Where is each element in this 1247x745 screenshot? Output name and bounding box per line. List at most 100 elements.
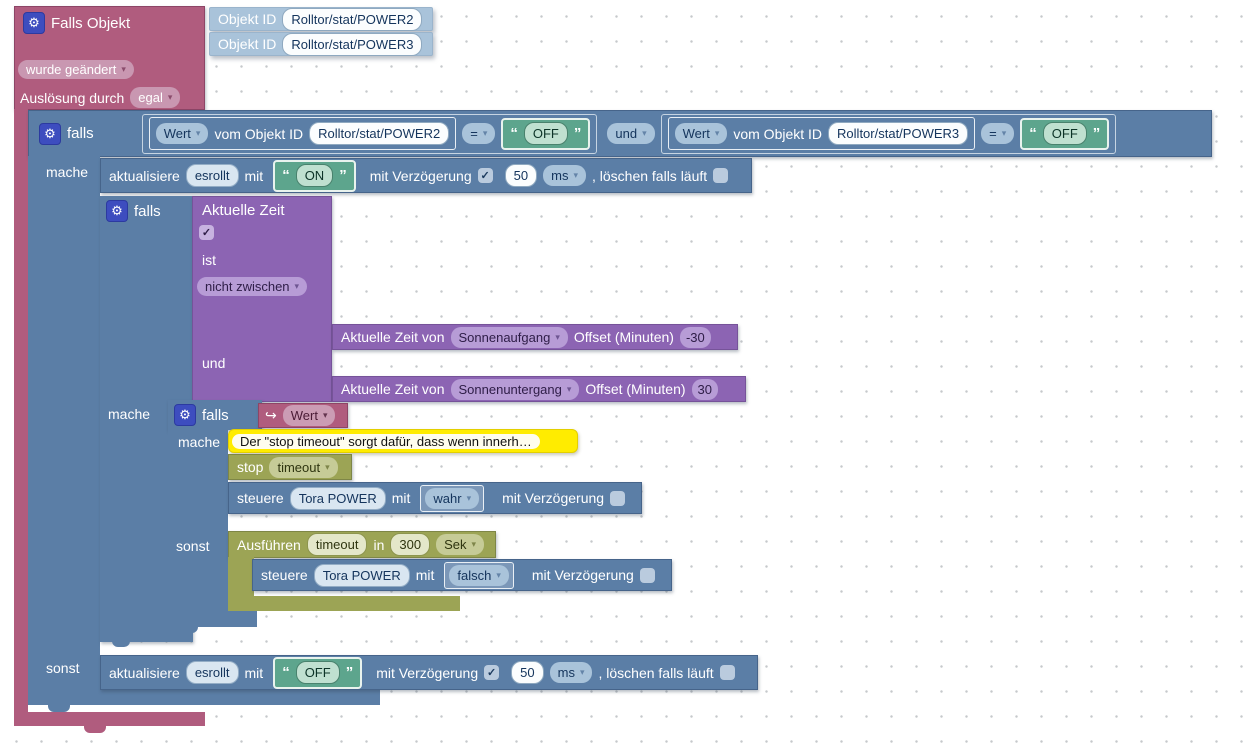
gear-icon[interactable]: ⚙	[174, 404, 196, 426]
boolean-slot[interactable]: wahr ▾	[420, 484, 485, 512]
trigger-block-bottom[interactable]	[14, 712, 205, 726]
string-block-off[interactable]: “ OFF ”	[273, 656, 363, 689]
delay-unit-dropdown[interactable]: ms ▾	[549, 662, 593, 683]
outer-if-header[interactable]: ⚙ falls Wert ▾ vom Objekt ID Rolltor/sta…	[28, 110, 1212, 157]
delay-checkbox-unchecked[interactable]	[639, 567, 655, 583]
delay-value-field[interactable]: 50	[504, 164, 538, 187]
string-block-on[interactable]: “ ON ”	[273, 159, 356, 192]
caret-down-icon: ▾	[566, 383, 572, 394]
condition-left-objekt-id-field[interactable]: Rolltor/stat/POWER2	[309, 122, 450, 145]
delay-checkbox-unchecked[interactable]	[610, 490, 626, 506]
time-active-checkbox-checked[interactable]: ✓	[199, 225, 214, 240]
objekt-id-field-2[interactable]: Rolltor/stat/POWER3	[282, 32, 423, 56]
exec-block-header[interactable]: Ausführen timeout in 300 Sek ▾	[228, 531, 496, 558]
time-if-next-tab	[112, 641, 130, 647]
comment-text[interactable]: Der "stop timeout" sorgt dafür, dass wen…	[232, 433, 540, 449]
delay-checkbox-checked[interactable]: ✓	[484, 665, 500, 680]
value-if-spine[interactable]	[168, 400, 228, 612]
string-block-off-right[interactable]: “ OFF ”	[1020, 117, 1110, 150]
boolean-dropdown[interactable]: falsch ▾	[449, 564, 509, 586]
time-condition-block[interactable]: Aktuelle Zeit ✓ ist nicht zwischen ▾ und	[192, 196, 332, 402]
value-if-bottom[interactable]	[168, 611, 257, 627]
trigger-block-next-tab	[84, 726, 106, 733]
change-mode-dropdown[interactable]: wurde geändert ▾	[18, 60, 134, 79]
string-block-off-left[interactable]: “ OFF ”	[501, 117, 591, 150]
exec-name-field[interactable]: timeout	[306, 533, 368, 556]
caret-down-icon: ▾	[714, 128, 720, 138]
boolean-dropdown[interactable]: wahr ▾	[425, 487, 480, 509]
delay-unit-label: ms	[551, 168, 569, 183]
trigger-block-header[interactable]: ⚙ Falls Objekt wurde geändert ▾ Auslösun…	[14, 6, 205, 110]
trigger-mode-dropdown[interactable]: egal ▾	[130, 87, 181, 108]
stop-timeout-block[interactable]: stop timeout ▾	[228, 454, 352, 480]
condition-left-getter[interactable]: Wert ▾ vom Objekt ID Rolltor/stat/POWER2	[148, 117, 457, 150]
exec-verb-label: Ausführen	[237, 536, 301, 553]
gear-icon[interactable]: ⚙	[23, 12, 45, 34]
value-selector-dropdown[interactable]: Wert ▾	[674, 123, 728, 144]
time-start-block[interactable]: Aktuelle Zeit von Sonnenaufgang ▾ Offset…	[332, 324, 738, 350]
condition-right-getter[interactable]: Wert ▾ vom Objekt ID Rolltor/stat/POWER3	[667, 117, 976, 150]
string-value-field[interactable]: OFF	[1042, 122, 1087, 145]
time-start-offset-value: -30	[685, 329, 705, 345]
update-off-block[interactable]: aktualisiere esrollt mit “ OFF ” mit Ver…	[100, 655, 758, 690]
mit-label: mit	[244, 167, 264, 184]
exec-unit-dropdown[interactable]: Sek ▾	[436, 534, 485, 555]
condition-right-objekt-id-field[interactable]: Rolltor/stat/POWER3	[828, 122, 969, 145]
time-end-offset-field[interactable]: 30	[691, 378, 718, 400]
gear-icon[interactable]: ⚙	[39, 122, 61, 145]
ist-label: ist	[202, 252, 216, 268]
vom-objekt-id-label: vom Objekt ID	[733, 125, 823, 142]
string-value-field[interactable]: OFF	[523, 122, 568, 145]
exec-block-spine[interactable]	[228, 557, 254, 597]
delay-value-field[interactable]: 50	[511, 661, 544, 684]
time-if-header[interactable]: ⚙ falls	[106, 200, 161, 222]
comment-block[interactable]: Der "stop timeout" sorgt dafür, dass wen…	[228, 429, 578, 453]
objekt-id-block-1[interactable]: Objekt ID Rolltor/stat/POWER2	[209, 7, 433, 31]
boolean-slot[interactable]: falsch ▾	[444, 561, 514, 589]
condition-right-block[interactable]: Wert ▾ vom Objekt ID Rolltor/stat/POWER3…	[660, 113, 1117, 154]
delay-checkbox-checked[interactable]: ✓	[477, 168, 493, 183]
string-value-field[interactable]: ON	[295, 164, 334, 187]
objekt-id-field-1[interactable]: Rolltor/stat/POWER2	[282, 7, 423, 31]
control-object-field[interactable]: Tora POWER	[289, 486, 386, 510]
logic-join-dropdown[interactable]: und ▾	[607, 123, 655, 144]
condition-left-block[interactable]: Wert ▾ vom Objekt ID Rolltor/stat/POWER2…	[141, 113, 598, 154]
trigger-mode-label: Auslösung durch	[20, 89, 125, 106]
objekt-id-block-2[interactable]: Objekt ID Rolltor/stat/POWER3	[209, 32, 433, 56]
offset-label: Offset (Minuten)	[585, 381, 686, 397]
value-if-header[interactable]: ⚙ falls	[174, 404, 229, 426]
operator-dropdown[interactable]: = ▾	[462, 123, 496, 144]
control-object-field[interactable]: Tora POWER	[313, 563, 410, 587]
clear-running-checkbox-unchecked[interactable]	[713, 168, 729, 183]
control-true-block[interactable]: steuere Tora POWER mit wahr ▾ mit Verzög…	[228, 482, 642, 514]
exec-delay-field[interactable]: 300	[390, 533, 431, 556]
time-end-block[interactable]: Aktuelle Zeit von Sonnenuntergang ▾ Offs…	[332, 376, 746, 402]
operator-dropdown[interactable]: = ▾	[981, 123, 1015, 144]
exec-block-bottom[interactable]	[228, 596, 460, 611]
value-dropdown[interactable]: Wert ▾	[282, 405, 336, 426]
update-object-field[interactable]: esrollt	[185, 661, 239, 684]
update-on-block[interactable]: aktualisiere esrollt mit “ ON ” mit Verz…	[100, 158, 752, 193]
control-verb-label: steuere	[261, 567, 308, 583]
control-verb-label: steuere	[237, 490, 284, 506]
mit-label: mit	[391, 490, 411, 506]
offset-label: Offset (Minuten)	[573, 329, 674, 345]
update-object-field[interactable]: esrollt	[185, 164, 239, 187]
time-start-source-dropdown[interactable]: Sonnenaufgang ▾	[450, 326, 568, 348]
time-mode-dropdown[interactable]: nicht zwischen ▾	[197, 277, 308, 296]
value-trigger-block[interactable]: ↪ Wert ▾	[258, 403, 348, 428]
outer-if-spine[interactable]	[28, 156, 100, 691]
time-start-offset-field[interactable]: -30	[679, 326, 711, 348]
gear-icon[interactable]: ⚙	[106, 200, 128, 222]
control-false-block[interactable]: steuere Tora POWER mit falsch ▾ mit Verz…	[252, 559, 672, 591]
time-end-source-dropdown[interactable]: Sonnenuntergang ▾	[450, 378, 580, 400]
string-value-field[interactable]: OFF	[295, 661, 340, 684]
outer-if-bottom[interactable]	[28, 690, 380, 705]
clear-running-checkbox-unchecked[interactable]	[719, 665, 735, 680]
trigger-block-spine[interactable]	[14, 109, 28, 713]
delay-unit-dropdown[interactable]: ms ▾	[543, 165, 586, 186]
value-selector-dropdown[interactable]: Wert ▾	[155, 123, 209, 144]
stop-name-dropdown[interactable]: timeout ▾	[269, 456, 338, 478]
quote-open-icon: “	[1029, 125, 1037, 142]
